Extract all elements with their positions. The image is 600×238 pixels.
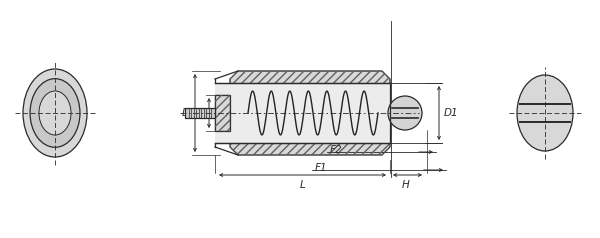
- Polygon shape: [230, 71, 390, 155]
- Ellipse shape: [388, 96, 422, 130]
- Text: D1: D1: [444, 108, 458, 118]
- Polygon shape: [215, 83, 390, 143]
- Text: F1: F1: [315, 163, 328, 173]
- Polygon shape: [215, 95, 230, 131]
- Ellipse shape: [517, 75, 573, 151]
- Ellipse shape: [23, 69, 87, 157]
- Text: D: D: [182, 108, 190, 118]
- Text: H: H: [402, 180, 410, 190]
- Text: L: L: [299, 180, 305, 190]
- Text: F2: F2: [330, 145, 343, 155]
- Ellipse shape: [39, 91, 71, 135]
- Text: N: N: [199, 109, 206, 118]
- Polygon shape: [185, 108, 215, 118]
- Ellipse shape: [30, 79, 80, 147]
